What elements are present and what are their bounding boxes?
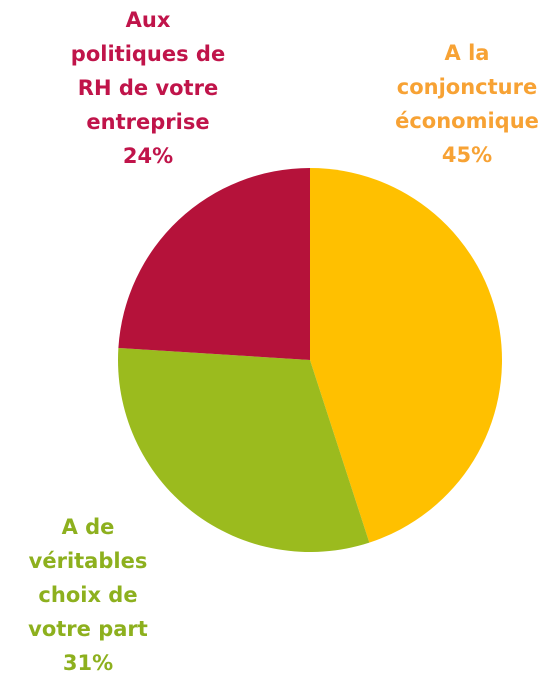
pie-slice [118,347,370,552]
value-label: 31% [62,651,114,675]
category-label: Aux politiques de RH de votre entreprise [70,8,226,134]
pie-slice [310,168,502,543]
pie-slice [118,168,310,360]
slice-label: A de véritables choix de votre part 31% [20,510,156,680]
category-label: A de véritables choix de votre part [28,515,148,641]
slice-label: A la conjoncture économique 45% [387,36,547,172]
value-label: 45% [441,143,493,167]
category-label: A la conjoncture économique [395,41,539,133]
value-label: 24% [122,144,174,168]
slice-label: Aux politiques de RH de votre entreprise… [70,3,226,173]
